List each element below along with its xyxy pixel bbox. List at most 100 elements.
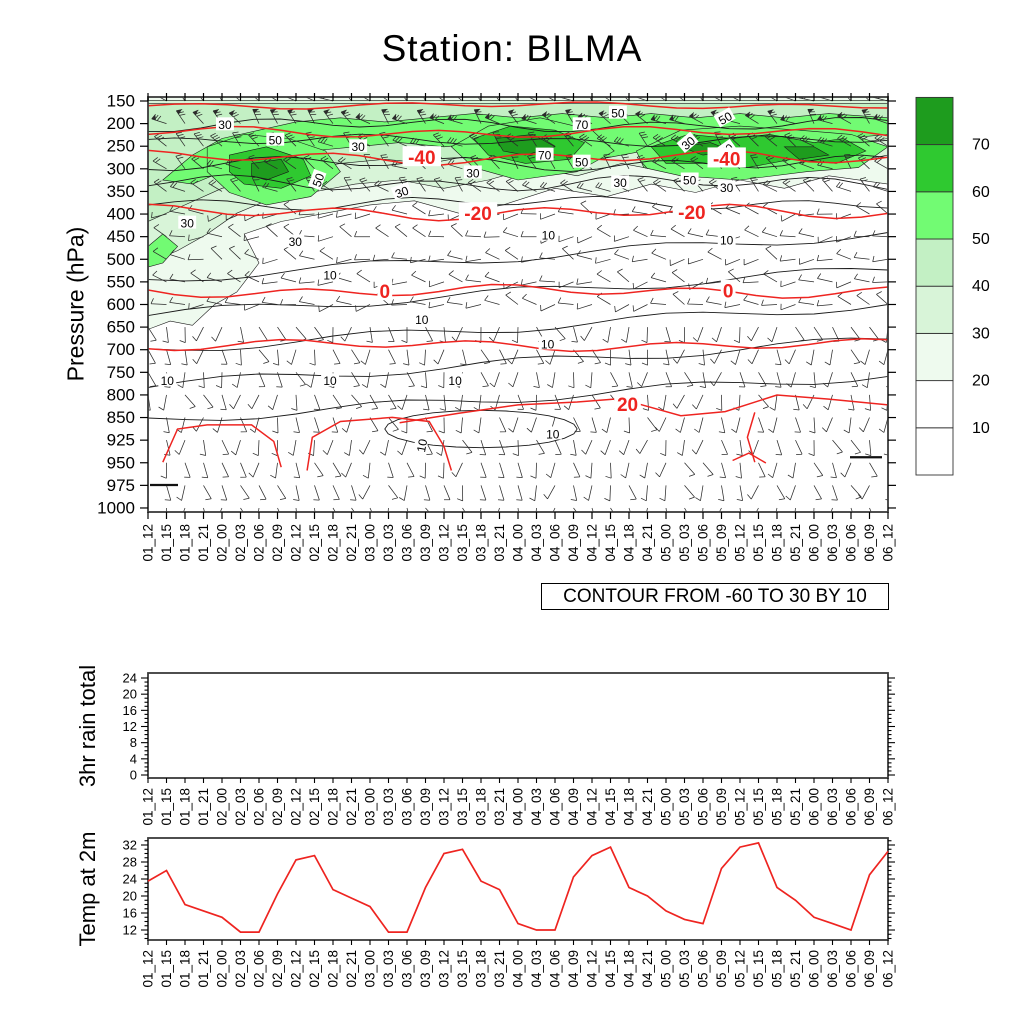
wind-barb [388, 349, 396, 365]
label-halo [412, 435, 429, 456]
time-tick-label: 02_21 [344, 788, 359, 826]
wind-barb [755, 507, 759, 512]
temperature-contour-label: 20 [614, 393, 641, 416]
wind-barb [280, 299, 297, 306]
wind-barb [765, 245, 778, 260]
wind-barb [411, 270, 426, 283]
wind-barb [508, 109, 519, 124]
wind-barb [192, 349, 204, 364]
wind-barb [560, 179, 574, 192]
wind-barb [806, 349, 815, 366]
wind-barb-pennant [265, 89, 270, 95]
wind-barb [673, 177, 685, 192]
wind-barb [454, 176, 463, 192]
wind-barb [193, 131, 204, 147]
wind-barb [775, 372, 782, 388]
wind-barb [248, 462, 260, 478]
wind-barb [610, 507, 614, 512]
wind-barb [545, 349, 556, 365]
wind-barb [228, 223, 241, 237]
wind-barb-pennant [708, 90, 712, 96]
temperature-contour-label: -40 [707, 147, 746, 170]
temperature-contour-label: -40 [402, 146, 441, 169]
wind-barb [433, 177, 445, 192]
wind-barb [554, 326, 566, 342]
wind-barb [148, 145, 149, 147]
label-halo [707, 147, 746, 168]
wind-barb [850, 372, 859, 388]
label-halo [412, 312, 431, 326]
wind-barb [780, 303, 796, 311]
time-tick-label: 03_00 [363, 788, 378, 826]
wind-barb-pennant [192, 110, 198, 116]
wind-barb [403, 349, 410, 366]
wind-barb [258, 507, 260, 512]
wind-barb-pennant [341, 110, 347, 116]
wind-barb [836, 181, 852, 192]
time-tick-label: 03_21 [492, 524, 507, 562]
wind-barb [684, 507, 688, 512]
time-tick-label: 02_15 [307, 524, 322, 562]
wind-barb-pennant [598, 89, 603, 95]
wind-barb [295, 326, 307, 342]
wind-barb [613, 136, 630, 147]
wind-barb-pennant [745, 112, 750, 118]
wind-barb [433, 132, 445, 147]
wind-barb [640, 485, 648, 502]
wind-barb [203, 485, 212, 501]
label-halo [178, 215, 197, 229]
pressure-tick-label: 1000 [97, 498, 135, 517]
isotach-label: 50 [572, 154, 591, 169]
isotach-label: 30 [178, 215, 197, 230]
wind-barb [573, 417, 581, 433]
wind-barb [465, 302, 482, 309]
colorbar-cell [915, 427, 954, 476]
time-tick-label: 03_12 [437, 950, 452, 988]
wind-barb [190, 269, 204, 283]
wind-barb [175, 131, 186, 147]
wind-barb [533, 372, 540, 388]
wind-barb [872, 181, 888, 192]
time-tick-label: 05_06 [696, 788, 711, 826]
pressure-tick-label: 450 [107, 227, 135, 246]
time-tick-label: 05_21 [788, 524, 803, 562]
wind-barb [505, 133, 519, 147]
wind-barb [210, 245, 223, 260]
wind-barb [462, 439, 473, 455]
time-tick-label: 02_06 [252, 788, 267, 826]
wind-barb [261, 278, 278, 285]
wind-barb [809, 417, 816, 434]
wind-barb [465, 274, 482, 283]
wind-barb [148, 440, 149, 443]
wind-barb [380, 154, 389, 169]
wind-barb [710, 349, 722, 364]
wind-barb [530, 462, 537, 479]
isotach-label: 30 [611, 175, 630, 190]
time-tick-label: 06_09 [862, 524, 877, 562]
wind-barb-pennant [669, 115, 674, 121]
temperature-contour-label: -20 [458, 202, 498, 225]
wind-barb [154, 133, 167, 147]
pressure-tick-label: 800 [107, 385, 135, 404]
wind-barb [187, 254, 204, 261]
time-tick-label: 02_15 [307, 950, 322, 988]
colorbar-cell [915, 332, 954, 382]
wind-barbs [148, 89, 888, 512]
wind-barb [332, 507, 336, 512]
isotach-label: 50 [266, 132, 285, 147]
contour-range-note: CONTOUR FROM -60 TO 30 BY 10 [541, 583, 889, 610]
wind-barb [207, 213, 223, 222]
temp-ytick-label: 12 [123, 923, 137, 938]
wind-barb [448, 270, 463, 283]
rain-frame [147, 672, 889, 779]
wind-barb [317, 235, 334, 242]
wind-barb [344, 440, 352, 456]
wind-barb [872, 230, 888, 238]
colorbar-label: 30 [972, 325, 990, 342]
wind-barb [355, 112, 371, 124]
wind-barb [270, 462, 278, 479]
wind-barb [184, 394, 196, 409]
wind-barb [728, 268, 741, 283]
isotach-line [148, 195, 888, 211]
isotach-label: 10 [158, 373, 177, 388]
